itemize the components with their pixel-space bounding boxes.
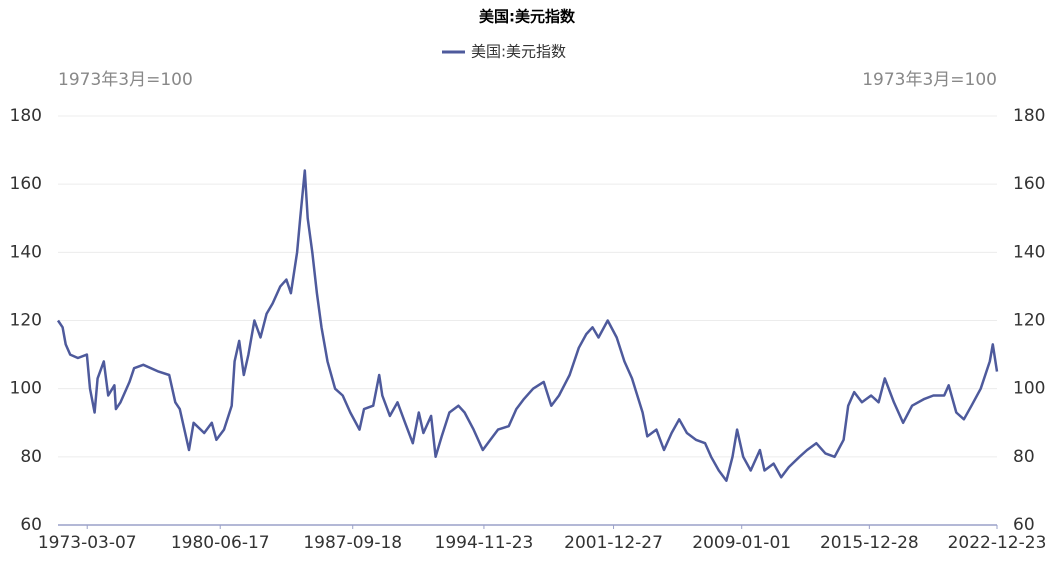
legend-label: 美国:美元指数 (471, 43, 566, 61)
x-tick-label: 1973-03-07 (38, 533, 137, 553)
y-axis-label: 1973年3月=100 (58, 70, 193, 90)
y2-tick-label: 160 (1013, 174, 1045, 194)
y2-tick-label: 140 (1013, 242, 1045, 262)
data-line (56, 169, 999, 482)
y2-tick-label: 60 (1013, 515, 1035, 535)
y2-tick-label: 180 (1013, 106, 1045, 126)
x-tick-label: 2009-01-01 (692, 533, 791, 553)
y-tick-label: 80 (20, 447, 42, 467)
y-tick-label: 140 (10, 242, 42, 262)
y-tick-label: 60 (20, 515, 42, 535)
y-tick-label: 160 (10, 174, 42, 194)
chart-title: 美国:美元指数 (479, 8, 576, 26)
y2-tick-label: 120 (1013, 311, 1045, 331)
x-tick-label: 1980-06-17 (171, 533, 270, 553)
x-tick-label: 1994-11-23 (435, 533, 534, 553)
y2-tick-label: 100 (1013, 379, 1045, 399)
x-tick-label: 2015-12-28 (820, 533, 919, 553)
x-tick-label: 2001-12-27 (564, 533, 663, 553)
y-tick-label: 120 (10, 311, 42, 331)
y-tick-label: 180 (10, 106, 42, 126)
y-tick-label: 100 (10, 379, 42, 399)
x-tick-label: 1987-09-18 (303, 533, 402, 553)
x-tick-label: 2022-12-23 (948, 533, 1047, 553)
y2-axis-label: 1973年3月=100 (862, 70, 997, 90)
y2-tick-label: 80 (1013, 447, 1035, 467)
